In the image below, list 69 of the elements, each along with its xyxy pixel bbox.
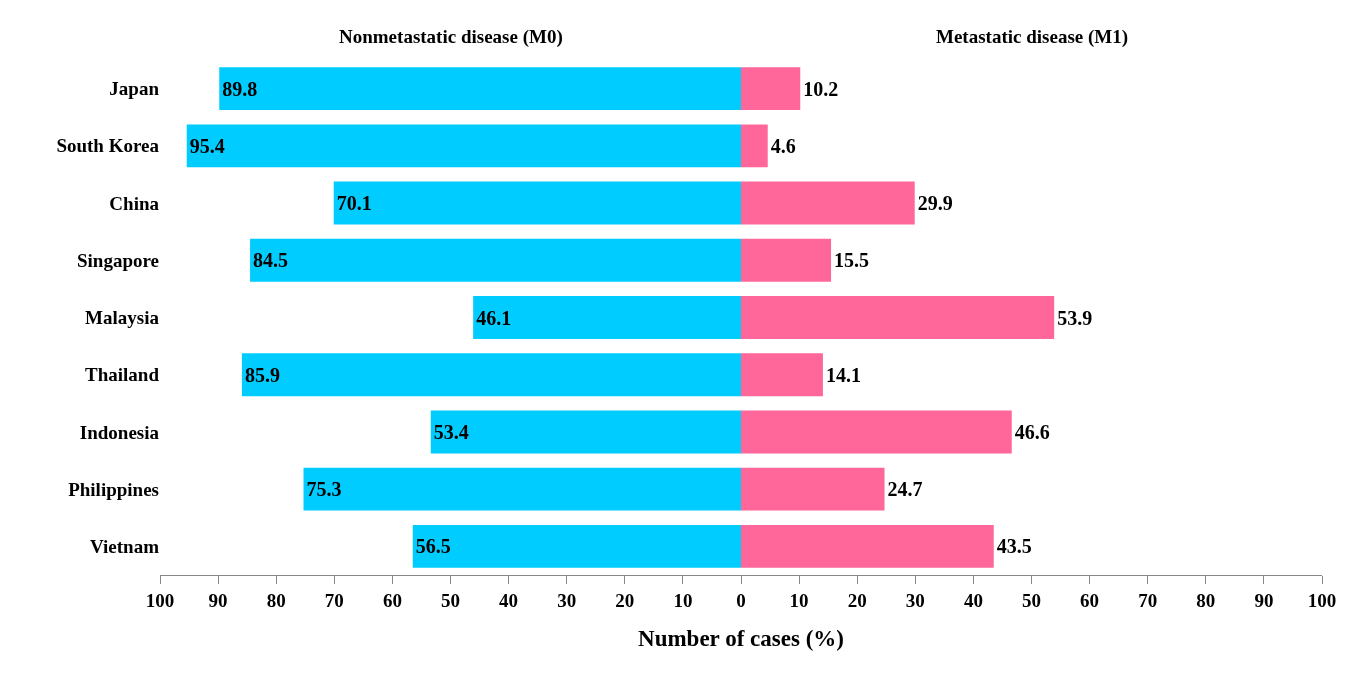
x-tick-label: 30 bbox=[557, 589, 577, 611]
bar bbox=[741, 124, 768, 168]
data-label: 4.6 bbox=[770, 134, 796, 157]
x-tick-label: 20 bbox=[847, 589, 867, 611]
bar bbox=[473, 296, 741, 339]
x-tick-label: 100 bbox=[145, 589, 175, 611]
x-tick-label: 50 bbox=[441, 589, 460, 611]
x-tick-label: 90 bbox=[208, 589, 228, 611]
y-tick-label: Japan bbox=[109, 78, 160, 100]
bar bbox=[412, 524, 741, 568]
x-tick-label: 60 bbox=[382, 589, 402, 611]
data-label: 29.9 bbox=[917, 192, 953, 215]
x-tick-label: 30 bbox=[905, 589, 925, 611]
data-label: 85.9 bbox=[244, 363, 280, 386]
x-tick-label: 40 bbox=[499, 589, 519, 611]
y-tick-label: Indonesia bbox=[79, 421, 160, 443]
bar bbox=[741, 181, 915, 225]
y-tick-label: China bbox=[109, 192, 160, 214]
x-tick-label: 90 bbox=[1254, 589, 1274, 611]
x-axis-title: Number of cases (%) bbox=[638, 626, 844, 652]
text: Nonmetastatic disease (M0) bbox=[339, 26, 563, 48]
y-tick-label: Singapore bbox=[76, 249, 159, 271]
y-tick-label: Thailand bbox=[85, 364, 160, 386]
bar bbox=[250, 238, 741, 282]
data-label: 15.5 bbox=[834, 249, 870, 272]
x-tick-label: 70 bbox=[324, 589, 344, 611]
data-label: 43.5 bbox=[996, 535, 1032, 558]
data-label: 84.5 bbox=[253, 249, 289, 272]
data-label: 95.4 bbox=[189, 134, 225, 157]
data-label: 46.1 bbox=[476, 306, 512, 329]
data-label: 10.2 bbox=[803, 77, 839, 100]
bar bbox=[741, 410, 1012, 454]
y-tick-label: South Korea bbox=[56, 135, 160, 157]
text: Metastatic disease (M1) bbox=[936, 26, 1129, 48]
bar bbox=[303, 467, 741, 511]
bar bbox=[741, 238, 832, 282]
bar bbox=[430, 410, 741, 454]
bar bbox=[241, 353, 741, 397]
bar bbox=[741, 353, 823, 397]
bar bbox=[186, 124, 741, 168]
x-tick-label: 50 bbox=[1022, 589, 1041, 611]
data-label: 70.1 bbox=[336, 192, 372, 215]
x-tick-label: 10 bbox=[789, 589, 809, 611]
x-tick-label: 10 bbox=[673, 589, 693, 611]
bar bbox=[741, 296, 1055, 339]
data-label: 46.6 bbox=[1014, 420, 1050, 443]
y-tick-label: Malaysia bbox=[85, 307, 160, 329]
data-label: 56.5 bbox=[415, 535, 451, 558]
bar bbox=[741, 467, 885, 511]
x-tick-label: 0 bbox=[736, 589, 746, 611]
data-label: 14.1 bbox=[825, 363, 861, 386]
x-tick-label: 60 bbox=[1080, 589, 1100, 611]
x-tick-label: 40 bbox=[963, 589, 983, 611]
y-tick-label: Philippines bbox=[68, 478, 159, 500]
x-tick-label: 20 bbox=[615, 589, 635, 611]
x-tick-label: 80 bbox=[266, 589, 286, 611]
bar bbox=[219, 67, 741, 111]
x-tick-label: 70 bbox=[1138, 589, 1158, 611]
data-label: 75.3 bbox=[306, 478, 342, 501]
data-label: 53.4 bbox=[433, 420, 469, 443]
x-tick-label: 100 bbox=[1307, 589, 1337, 611]
data-label: 24.7 bbox=[887, 478, 923, 501]
bar bbox=[741, 524, 994, 568]
data-label: 89.8 bbox=[222, 77, 258, 100]
data-label: 53.9 bbox=[1057, 306, 1093, 329]
bar bbox=[333, 181, 741, 225]
bar bbox=[741, 67, 801, 111]
x-tick-label: 80 bbox=[1196, 589, 1216, 611]
y-tick-label: Vietnam bbox=[90, 536, 160, 558]
